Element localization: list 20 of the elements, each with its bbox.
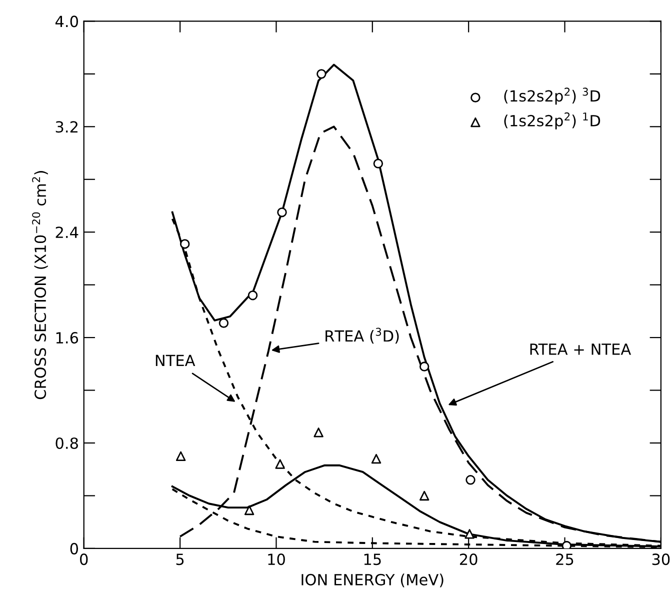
x-tick-label: 10 <box>268 554 285 566</box>
y-tick-label: 3.2 <box>56 121 78 133</box>
y-axis-title: CROSS SECTION (X10$^{−20}$ cm$^{2}$) <box>32 171 48 400</box>
annotation: RTEA ($^{3}$D) <box>326 328 399 344</box>
y-tick-label: 4.0 <box>55 16 78 28</box>
y-tick-label: 1.6 <box>56 332 78 344</box>
x-tick-label: 25 <box>556 554 574 566</box>
y-tick-label: 2.4 <box>56 226 78 238</box>
x-tick-label: 20 <box>460 554 478 566</box>
annotation: NTEA <box>156 354 196 366</box>
x-tick-label: 15 <box>364 554 381 566</box>
x-tick-label: 30 <box>652 554 670 566</box>
annotation: RTEA + NTEA <box>530 344 632 355</box>
x-tick-label: 5 <box>176 554 184 566</box>
x-tick-label: 0 <box>80 554 88 566</box>
legend-label: (1s2s2p$^{2}$) $^{1}$D <box>504 112 600 130</box>
legend-label: (1s2s2p$^{2}$) $^{3}$D <box>504 88 600 105</box>
x-axis-title: ION ENERGY (MeV) <box>302 574 444 588</box>
y-tick-label: 0 <box>70 542 78 554</box>
y-tick-label: 0.8 <box>56 437 78 450</box>
